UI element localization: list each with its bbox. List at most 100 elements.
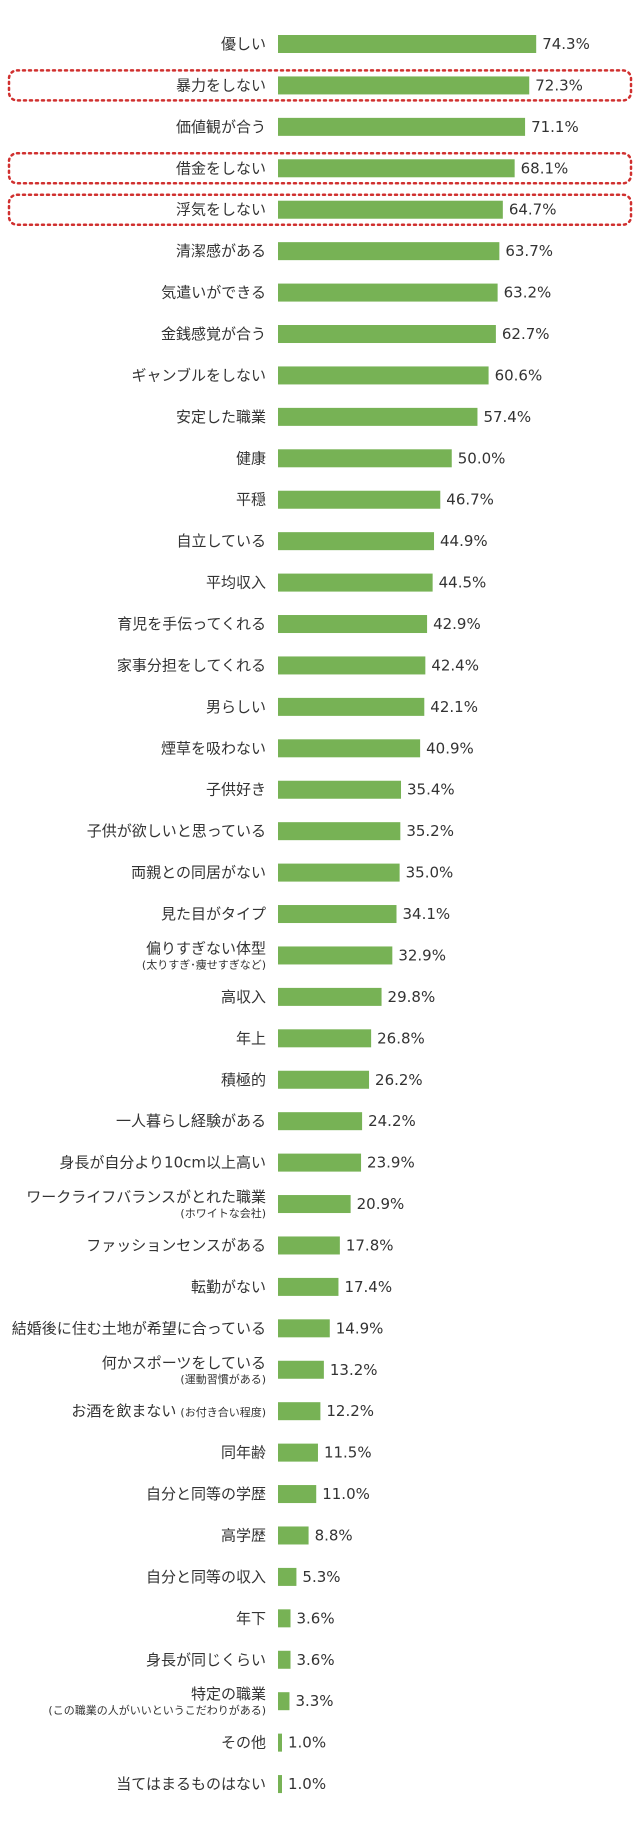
category-label: 平穏 bbox=[236, 491, 266, 509]
category-label: 金銭感覚が合う bbox=[161, 325, 266, 343]
category-label: 暴力をしない bbox=[176, 76, 266, 94]
category-label: 家事分担をしてくれる bbox=[117, 656, 266, 674]
bar bbox=[278, 946, 393, 965]
category-label: 価値観が合う bbox=[176, 118, 266, 136]
highlight-frame bbox=[7, 69, 633, 102]
data-label: 26.2% bbox=[375, 1071, 423, 1089]
bar bbox=[278, 1733, 282, 1752]
category-label: 育児を手伝ってくれる bbox=[117, 615, 266, 633]
bar bbox=[278, 1277, 339, 1296]
data-label: 26.8% bbox=[377, 1029, 425, 1047]
bar bbox=[278, 117, 526, 136]
bar bbox=[278, 200, 503, 219]
category-label: 特定の職業 bbox=[191, 1685, 266, 1703]
category-label: 両親との同居がない bbox=[131, 864, 266, 882]
bar bbox=[278, 1070, 370, 1089]
bar bbox=[278, 1609, 291, 1628]
data-label: 62.7% bbox=[502, 325, 550, 343]
bar bbox=[278, 1485, 317, 1504]
category-label: 積極的 bbox=[221, 1071, 266, 1089]
data-label: 44.9% bbox=[440, 532, 488, 550]
category-label: 年上 bbox=[236, 1029, 266, 1047]
data-label: 72.3% bbox=[535, 76, 583, 94]
bar bbox=[278, 1526, 309, 1545]
data-label: 17.8% bbox=[346, 1236, 394, 1254]
bar bbox=[278, 697, 425, 716]
highlight-frame bbox=[7, 152, 633, 185]
category-label: 見た目がタイプ bbox=[161, 905, 266, 923]
category-sublabel: (この職業の人がいいというこだわりがある) bbox=[48, 1703, 266, 1717]
bar bbox=[278, 1360, 324, 1379]
category-label: 借金をしない bbox=[176, 159, 266, 177]
bar bbox=[278, 739, 421, 758]
data-label: 11.5% bbox=[324, 1444, 372, 1462]
data-label: 42.4% bbox=[431, 656, 479, 674]
data-label: 63.2% bbox=[504, 284, 552, 302]
category-label: 煙草を吸わない bbox=[161, 739, 266, 757]
bar bbox=[278, 242, 500, 261]
category-label: 自立している bbox=[176, 532, 266, 550]
bar bbox=[278, 656, 426, 675]
data-label: 3.6% bbox=[297, 1609, 335, 1627]
data-label: 40.9% bbox=[426, 739, 474, 757]
category-label: その他 bbox=[221, 1734, 266, 1752]
data-label: 71.1% bbox=[531, 118, 579, 136]
data-label: 35.0% bbox=[406, 864, 454, 882]
bar bbox=[278, 1692, 290, 1711]
bar bbox=[278, 449, 452, 468]
value-labels-group: 74.3% 72.3% 71.1% 68.1% 64.7% 63.7% 63.2% 62.7%… bbox=[288, 35, 590, 1793]
category-sublabel: (ホワイトな会社) bbox=[180, 1206, 266, 1220]
data-label: 17.4% bbox=[344, 1278, 392, 1296]
bar bbox=[278, 1402, 321, 1421]
data-label: 50.0% bbox=[458, 449, 506, 467]
data-label: 29.8% bbox=[388, 988, 436, 1006]
data-label: 11.0% bbox=[322, 1485, 370, 1503]
highlight-frame bbox=[7, 193, 633, 226]
category-label: 高学歴 bbox=[221, 1526, 266, 1544]
category-label: 身長が同じくらい bbox=[146, 1651, 266, 1669]
data-label: 3.3% bbox=[295, 1692, 333, 1710]
data-label: 1.0% bbox=[288, 1775, 326, 1793]
category-label: 気遣いができる bbox=[161, 284, 266, 302]
category-label: 自分と同等の学歴 bbox=[146, 1485, 266, 1503]
bar bbox=[278, 35, 537, 53]
category-label: 優しい bbox=[221, 35, 266, 53]
category-label: 清潔感がある bbox=[176, 242, 266, 260]
category-label: ギャンブルをしない bbox=[131, 366, 266, 384]
data-label: 44.5% bbox=[439, 574, 487, 592]
data-label: 20.9% bbox=[357, 1195, 405, 1213]
bar bbox=[278, 1319, 330, 1338]
bars-group bbox=[278, 35, 537, 1794]
bar bbox=[278, 283, 498, 302]
category-sublabel: (太りすぎ･痩せすぎなど) bbox=[142, 957, 266, 971]
bar bbox=[278, 1112, 363, 1131]
category-label: 当てはまるものはない bbox=[116, 1775, 266, 1793]
bar bbox=[278, 1567, 297, 1586]
category-label: 同年齢 bbox=[221, 1444, 266, 1462]
bar bbox=[278, 532, 435, 551]
data-label: 3.6% bbox=[297, 1651, 335, 1669]
highlight-frames bbox=[7, 69, 633, 226]
category-label: 偏りすぎない体型 bbox=[146, 939, 266, 957]
data-label: 24.2% bbox=[368, 1112, 416, 1130]
data-label: 57.4% bbox=[483, 408, 531, 426]
bar bbox=[278, 1650, 291, 1669]
bar bbox=[278, 1236, 340, 1255]
category-label: 自分と同等の収入 bbox=[146, 1568, 266, 1586]
category-label: 結婚後に住む土地が希望に合っている bbox=[12, 1319, 266, 1337]
bar bbox=[278, 905, 397, 924]
data-label: 42.9% bbox=[433, 615, 481, 633]
category-label: 子供好き bbox=[206, 781, 266, 799]
bar bbox=[278, 76, 530, 95]
data-label: 60.6% bbox=[495, 366, 543, 384]
bar bbox=[278, 159, 515, 178]
category-label: 子供が欲しいと思っている bbox=[87, 822, 266, 840]
category-label: 転勤がない bbox=[191, 1278, 266, 1296]
bar bbox=[278, 863, 400, 882]
data-label: 32.9% bbox=[398, 946, 446, 964]
data-label: 1.0% bbox=[288, 1734, 326, 1752]
data-label: 12.2% bbox=[326, 1402, 374, 1420]
data-label: 5.3% bbox=[302, 1568, 340, 1586]
category-label: ファッションセンスがある bbox=[86, 1236, 266, 1254]
